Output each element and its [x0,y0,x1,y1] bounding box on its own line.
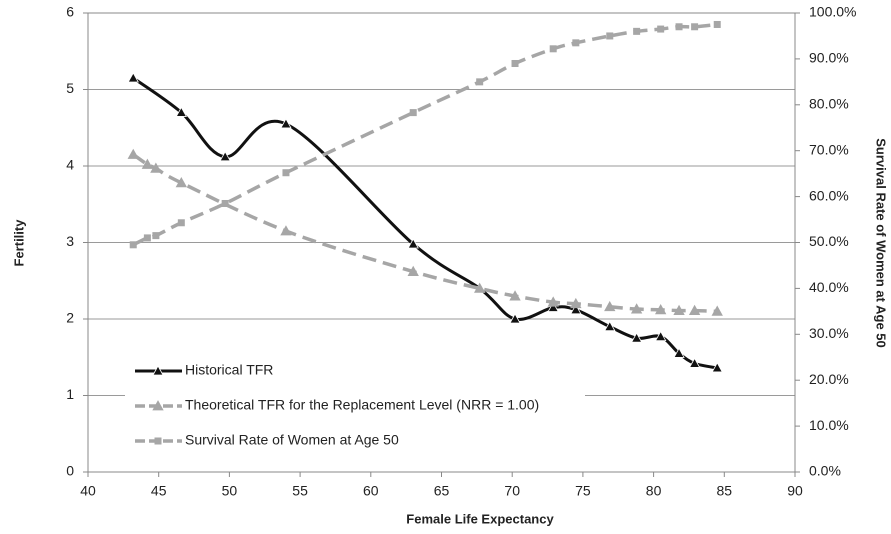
x-tick-label: 50 [222,483,238,499]
y2-tick-label: 60.0% [809,187,849,203]
point [152,232,160,240]
point [219,150,231,162]
x-tick-label: 40 [80,483,96,499]
point [150,162,162,173]
point [711,305,723,316]
y-axis-title: Fertility [11,219,26,267]
point [407,238,419,249]
point [175,106,188,117]
point [688,357,701,368]
y2-tick-label: 10.0% [809,417,849,433]
legend-marker [154,437,162,445]
series-line [132,22,718,247]
x-tick-label: 70 [504,483,520,499]
point [673,347,685,358]
legend-box [125,355,585,455]
point [547,296,559,307]
point [633,27,641,35]
point [549,45,557,53]
y-tick-label: 4 [66,157,74,173]
y2-tick-label: 80.0% [809,96,849,112]
y2-tick-label: 100.0% [809,4,856,20]
point [509,313,521,324]
point [675,23,683,31]
point [409,109,417,117]
y-tick-label: 5 [66,80,74,96]
y-tick-label: 2 [66,310,74,326]
y-tick-label: 1 [66,386,74,402]
y-tick-label: 3 [66,233,74,249]
y2-tick-label: 20.0% [809,371,849,387]
point [572,39,580,47]
y2-tick-label: 70.0% [809,141,849,157]
point [711,362,723,373]
point [143,234,151,242]
y2-tick-label: 0.0% [809,463,841,479]
point [657,25,665,33]
y2-tick-label: 30.0% [809,325,849,341]
point [630,303,643,314]
point [691,23,699,31]
point [654,303,667,315]
y-tick-label: 0 [66,463,74,479]
point [473,282,486,293]
point [177,219,185,227]
y2-axis-title: Survival Rate of Women at Age 50 [874,138,889,348]
point [129,241,137,249]
x-tick-label: 90 [787,483,803,499]
x-tick-label: 80 [646,483,662,499]
point [606,32,614,40]
point [547,301,559,312]
point [280,225,292,236]
point [127,148,139,159]
point [127,72,139,83]
point [221,199,229,207]
point [509,290,521,301]
point [476,78,484,86]
legend-label: Survival Rate of Women at Age 50 [185,432,399,448]
legend-marker [152,365,164,376]
point [141,158,154,169]
y2-tick-label: 40.0% [809,279,849,295]
legend-marker [152,400,164,411]
y2-tick-label: 90.0% [809,50,849,66]
plot-border [87,12,796,473]
point [280,118,292,129]
series-line [132,153,718,314]
point [654,330,667,341]
point [604,320,616,332]
x-tick-label: 85 [717,483,733,499]
x-tick-label: 55 [292,483,308,499]
legend-label: Historical TFR [185,362,273,378]
x-tick-label: 65 [434,483,450,499]
x-tick-label: 45 [151,483,167,499]
y-tick-label: 6 [66,4,74,20]
y2-tick-label: 50.0% [809,233,849,249]
point [511,59,519,67]
point [673,304,685,315]
point [407,265,419,276]
point [175,177,188,188]
point [282,169,290,177]
x-tick-label: 60 [363,483,379,499]
point [688,304,701,315]
point [713,20,721,28]
point [630,332,643,343]
legend-label: Theoretical TFR for the Replacement Leve… [185,397,539,413]
x-axis-title: Female Life Expectancy [406,511,554,526]
point [570,303,582,315]
series-line [132,76,718,370]
point [570,297,582,309]
x-tick-label: 75 [575,483,591,499]
point [604,300,616,312]
